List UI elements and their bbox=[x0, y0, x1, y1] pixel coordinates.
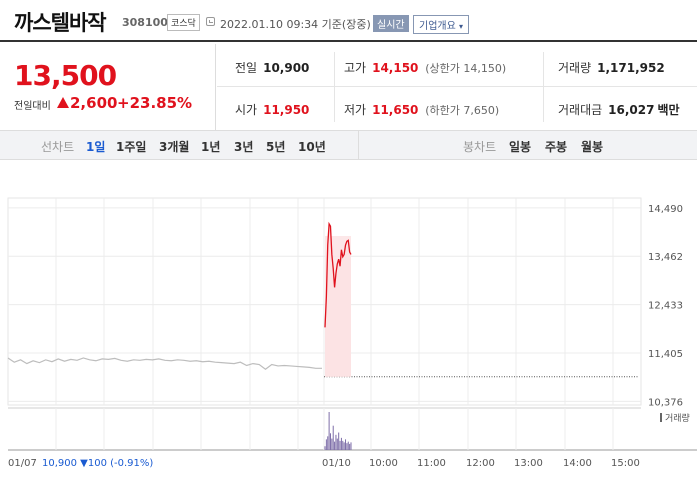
x-tick-label: 12:00 bbox=[466, 458, 495, 469]
stat-sub: (하한가 7,650) bbox=[425, 104, 499, 117]
stock-name: 까스텔바작 bbox=[14, 11, 107, 35]
stat-unit: 백만 bbox=[657, 103, 680, 117]
upper-limit-value: 14,150) bbox=[463, 62, 507, 75]
x-tick-label: 14:00 bbox=[563, 458, 592, 469]
stat-label: 시가 bbox=[235, 103, 258, 117]
stat-value: 1,171,952 bbox=[597, 61, 665, 75]
tab-10y[interactable]: 10년 bbox=[298, 140, 326, 154]
y-tick-label: 13,462 bbox=[648, 252, 683, 263]
price-chart: 14,490 13,462 12,433 11,405 10,376 거래량 01/07… bbox=[7, 197, 697, 469]
tab-3y[interactable]: 3년 bbox=[234, 140, 254, 154]
candle-chart-label: 봉차트 bbox=[463, 140, 497, 154]
market-badge: 코스닥 bbox=[167, 14, 200, 31]
change-rate: +23.85% bbox=[117, 94, 193, 112]
stat-amount: 거래대금 16,027 백만 bbox=[558, 101, 680, 118]
stat-value: 10,900 bbox=[263, 61, 310, 75]
stat-value: 16,027 bbox=[608, 103, 655, 117]
current-price: 13,500 bbox=[14, 59, 117, 92]
up-triangle-icon bbox=[57, 97, 69, 108]
tab-3m[interactable]: 3개월 bbox=[159, 140, 190, 154]
x-tick-label: 13:00 bbox=[514, 458, 543, 469]
series-today-band bbox=[325, 236, 351, 377]
x-tick-label: 10:00 bbox=[369, 458, 398, 469]
lower-limit-value: 7,650) bbox=[463, 104, 500, 117]
stats-grid: 전일 10,900 고가 14,150 (상한가 14,150) 거래량 1,171,… bbox=[217, 44, 697, 130]
stat-label: 거래대금 bbox=[558, 103, 603, 117]
chart-tabbar: 선차트 1일 1주일 3개월 1년 3년 5년 10년 봉차트 일봉 주봉 월봉 bbox=[0, 130, 697, 160]
change-label: 전일대비 bbox=[14, 101, 51, 112]
tab-monthly[interactable]: 월봉 bbox=[581, 140, 604, 154]
tab-1d[interactable]: 1일 bbox=[86, 140, 106, 154]
stock-code: 308100 bbox=[122, 16, 168, 29]
chart-fill-area bbox=[325, 223, 351, 377]
clock-icon bbox=[206, 17, 215, 26]
stats-divider bbox=[217, 86, 697, 87]
stats-column-divider bbox=[543, 52, 544, 122]
chevron-down-icon: ▾ bbox=[459, 22, 464, 31]
y-tick-label: 14,490 bbox=[648, 204, 683, 215]
x-tick-label: 11:00 bbox=[417, 458, 446, 469]
line-chart-label: 선차트 bbox=[41, 140, 75, 154]
tab-1w[interactable]: 1주일 bbox=[116, 140, 147, 154]
stat-label: 고가 bbox=[344, 61, 367, 75]
chart-footer: 10,900 ▼100 (-0.91%) bbox=[42, 458, 153, 469]
stat-label: 거래량 bbox=[558, 61, 592, 75]
realtime-button[interactable]: 실시간 bbox=[373, 15, 409, 32]
x-axis-labels: 01/07 01/10 10:00 11:00 12:00 13:00 14:00 15:00 bbox=[8, 458, 640, 469]
y-axis-labels: 14,490 13,462 12,433 11,405 10,376 bbox=[648, 204, 683, 409]
price-summary: 13,500 전일대비 2,600 +23.85% bbox=[0, 44, 216, 130]
stat-prev-close: 전일 10,900 bbox=[235, 59, 309, 76]
stat-high: 고가 14,150 (상한가 14,150) bbox=[344, 59, 506, 76]
stat-label: 전일 bbox=[235, 61, 258, 75]
tab-divider bbox=[358, 131, 359, 159]
stats-column-divider bbox=[334, 52, 335, 122]
stat-low: 저가 11,650 (하한가 7,650) bbox=[344, 101, 499, 118]
tab-5y[interactable]: 5년 bbox=[266, 140, 286, 154]
upper-limit-label: (상한가 bbox=[425, 62, 460, 75]
chart-grid bbox=[7, 197, 642, 406]
x-tick-label: 01/10 bbox=[322, 458, 351, 469]
stat-value: 14,150 bbox=[372, 61, 419, 75]
stat-open: 시가 11,950 bbox=[235, 101, 309, 118]
series-prev-day bbox=[7, 357, 322, 370]
company-info-label: 기업개요 bbox=[419, 21, 456, 32]
stat-label: 저가 bbox=[344, 103, 367, 117]
volume-legend-marker bbox=[660, 413, 662, 422]
volume-bars: 거래량 bbox=[8, 407, 697, 451]
stat-sub: (상한가 14,150) bbox=[425, 62, 506, 75]
tab-weekly[interactable]: 주봉 bbox=[545, 140, 568, 154]
volume-legend-label: 거래량 bbox=[665, 412, 690, 424]
stock-header: 까스텔바작 308100 코스닥 2022.01.10 09:34 기준(장중)… bbox=[0, 0, 697, 42]
stat-volume: 거래량 1,171,952 bbox=[558, 59, 665, 76]
company-info-button[interactable]: 기업개요 ▾ bbox=[413, 15, 470, 34]
x-tick-label: 15:00 bbox=[611, 458, 640, 469]
y-tick-label: 12,433 bbox=[648, 301, 683, 312]
stat-value: 11,950 bbox=[263, 103, 310, 117]
prev-day-summary: 10,900 ▼100 (-0.91%) bbox=[42, 458, 153, 469]
y-tick-label: 11,405 bbox=[648, 349, 683, 360]
chart-lines bbox=[7, 221, 352, 370]
change-value: 2,600 bbox=[70, 94, 118, 112]
lower-limit-label: (하한가 bbox=[425, 104, 460, 117]
y-tick-label: 10,376 bbox=[648, 397, 683, 408]
series-today bbox=[324, 221, 352, 328]
x-tick-label: 01/07 bbox=[8, 458, 37, 469]
quote-datetime: 2022.01.10 09:34 기준(장중) bbox=[220, 18, 371, 31]
stat-value: 11,650 bbox=[372, 103, 419, 117]
tab-daily[interactable]: 일봉 bbox=[509, 140, 532, 154]
tab-1y[interactable]: 1년 bbox=[201, 140, 221, 154]
